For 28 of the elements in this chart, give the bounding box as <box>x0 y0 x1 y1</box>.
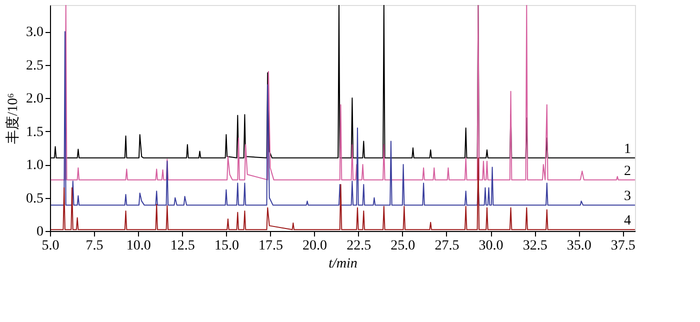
line-series <box>50 31 635 206</box>
y-tick-label: 1.0 <box>26 158 44 174</box>
y-tick-label: 1.5 <box>26 124 44 140</box>
x-tick-label: 25.0 <box>390 238 416 254</box>
x-tick-label: 30.0 <box>478 238 504 254</box>
x-tick-label: 10.0 <box>126 238 151 254</box>
x-tick-label: 7.5 <box>86 238 104 254</box>
x-tick-label: 12.5 <box>170 238 195 254</box>
y-axis-title: 丰度/10⁶ <box>5 93 21 144</box>
x-axis-title: t/min <box>328 256 358 272</box>
series-label: 2 <box>624 164 631 179</box>
x-tick-label: 20.0 <box>302 238 328 254</box>
y-tick-label: 0.5 <box>26 191 44 206</box>
x-tick-label: 17.5 <box>258 238 284 254</box>
x-tick-label: 22.5 <box>346 238 372 254</box>
y-tick-label: 0 <box>36 224 44 240</box>
x-tick-label: 15.0 <box>214 238 239 254</box>
x-tick-label: 27.5 <box>434 238 460 254</box>
x-tick-label: 35.0 <box>566 238 592 254</box>
series-label: 4 <box>624 214 631 229</box>
x-tick-label: 37.5 <box>610 238 636 254</box>
x-tick-label: 32.5 <box>522 238 548 254</box>
series-label: 3 <box>624 189 631 204</box>
x-tick-label: 5.0 <box>42 238 60 254</box>
y-tick-label: 2.0 <box>26 92 44 107</box>
series-label: 1 <box>624 142 631 157</box>
y-tick-label: 3.0 <box>26 25 44 40</box>
y-tick-label: 2.5 <box>26 58 44 74</box>
